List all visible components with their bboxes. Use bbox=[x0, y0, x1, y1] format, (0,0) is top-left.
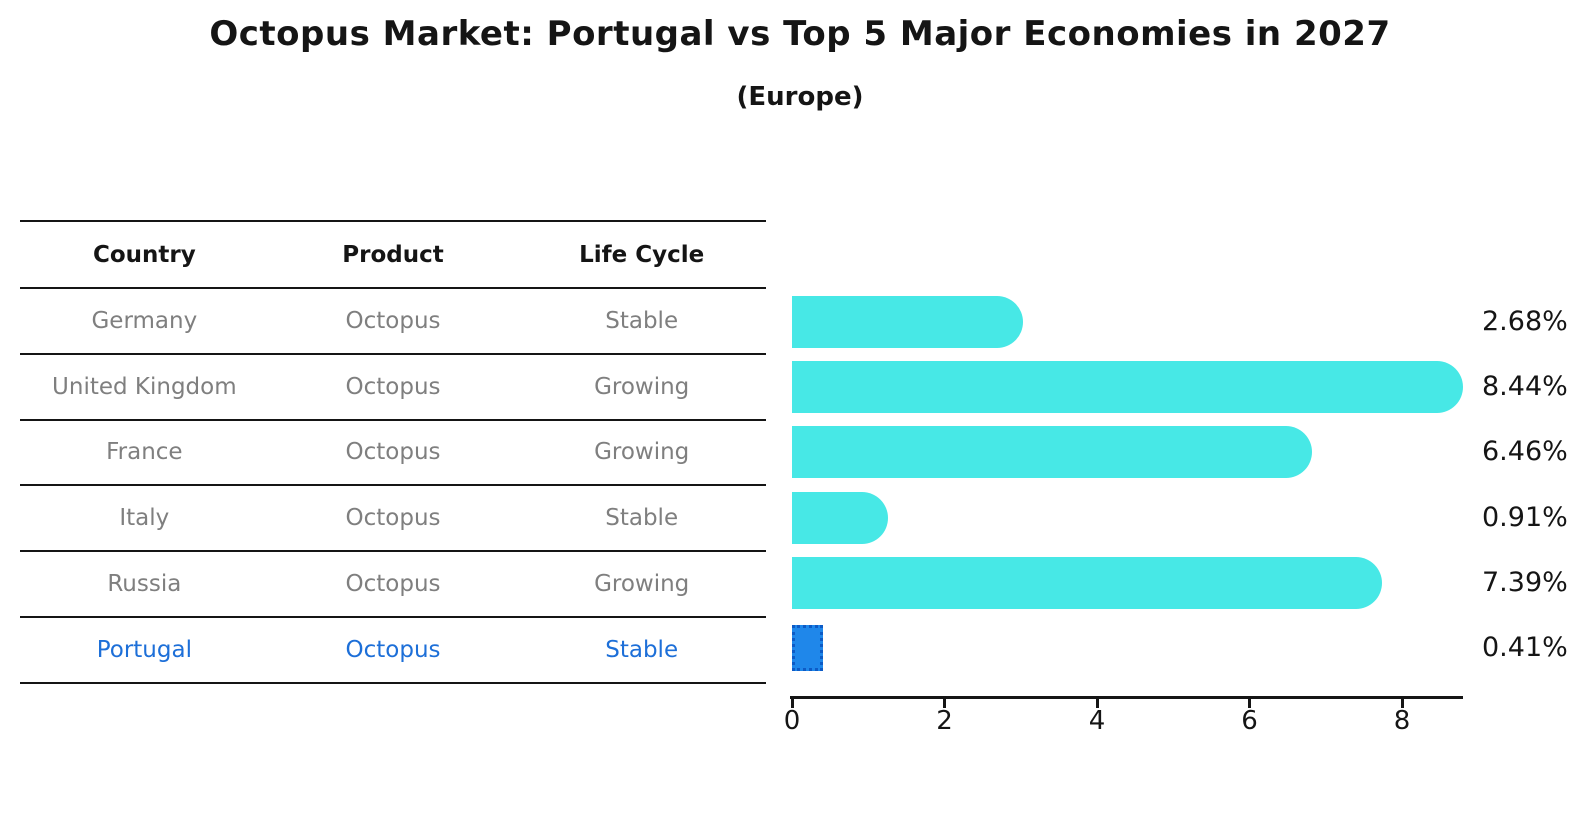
cell-country: France bbox=[106, 439, 183, 466]
table-row-russia: Russia Octopus Growing bbox=[20, 552, 766, 618]
x-tick-label: 4 bbox=[1088, 706, 1106, 736]
table-row-france: France Octopus Growing bbox=[20, 421, 766, 487]
x-tick bbox=[1400, 699, 1404, 708]
chart-title: Octopus Market: Portugal vs Top 5 Major … bbox=[209, 14, 1391, 54]
value-label-germany: 2.68% bbox=[1482, 306, 1568, 337]
column-header-life-cycle: Life Cycle bbox=[579, 241, 705, 268]
cell-product: Octopus bbox=[345, 307, 441, 334]
cell-country: Portugal bbox=[96, 636, 192, 663]
x-axis-line bbox=[790, 696, 1463, 699]
value-label-italy: 0.91% bbox=[1482, 501, 1568, 533]
cell-life-cycle: Growing bbox=[594, 373, 690, 400]
cell-country: United Kingdom bbox=[52, 373, 237, 400]
value-label-united-kingdom: 8.44% bbox=[1482, 371, 1568, 403]
cell-life-cycle: Stable bbox=[605, 505, 679, 532]
table-body: Germany Octopus Stable United Kingdom Octopu… bbox=[20, 289, 766, 684]
cell-product: Octopus bbox=[345, 636, 441, 663]
bar-united-kingdom bbox=[792, 361, 1463, 414]
x-tick-label: 2 bbox=[936, 706, 953, 736]
table-header-row: Country Product Life Cycle bbox=[20, 222, 766, 289]
cell-product: Octopus bbox=[345, 373, 441, 400]
cell-product: Octopus bbox=[345, 505, 441, 532]
value-label-france: 6.46% bbox=[1482, 436, 1568, 468]
table-row-italy: Italy Octopus Stable bbox=[20, 486, 766, 553]
column-header-country: Country bbox=[92, 241, 196, 268]
cell-life-cycle: Stable bbox=[605, 307, 679, 334]
value-label-russia: 7.39% bbox=[1482, 566, 1568, 598]
table-row-united-kingdom: United Kingdom Octopus Growing bbox=[20, 355, 766, 421]
chart-subtitle: (Europe) bbox=[736, 82, 864, 112]
bar-russia bbox=[792, 556, 1383, 609]
bar-france bbox=[792, 426, 1312, 479]
cell-life-cycle: Stable bbox=[605, 636, 679, 663]
cell-life-cycle: Growing bbox=[594, 439, 690, 466]
table-row-portugal: Portugal Octopus Stable bbox=[20, 618, 766, 684]
table-row-germany: Germany Octopus Stable bbox=[20, 289, 766, 355]
bar-portugal bbox=[792, 625, 824, 671]
x-tick bbox=[943, 699, 946, 708]
cell-country: Italy bbox=[119, 505, 170, 532]
cell-product: Octopus bbox=[345, 439, 441, 466]
cell-product: Octopus bbox=[345, 571, 441, 598]
x-tick bbox=[790, 699, 794, 708]
cell-life-cycle: Growing bbox=[594, 571, 690, 598]
cell-country: Russia bbox=[107, 571, 182, 598]
column-header-product: Product bbox=[342, 241, 444, 268]
value-label-portugal: 0.41% bbox=[1482, 632, 1568, 663]
x-tick bbox=[1248, 699, 1251, 708]
bar-germany bbox=[792, 296, 1024, 348]
cell-country: Germany bbox=[91, 307, 198, 334]
x-tick-label: 6 bbox=[1241, 706, 1258, 736]
bar-italy bbox=[792, 491, 889, 544]
x-tick-label: 8 bbox=[1393, 706, 1411, 736]
x-tick bbox=[1095, 699, 1099, 708]
x-tick-label: 0 bbox=[783, 706, 801, 736]
country-table: Country Product Life Cycle Germany Octopu… bbox=[20, 220, 766, 684]
